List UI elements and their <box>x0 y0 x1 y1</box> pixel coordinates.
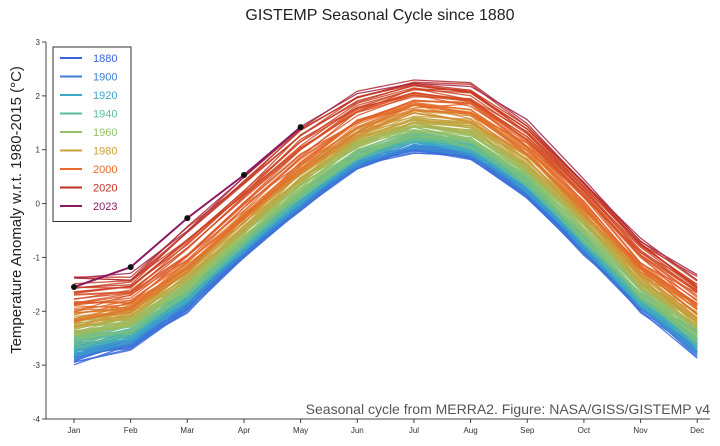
y-tick-label: 0 <box>36 200 41 209</box>
x-tick-label-sep: Sep <box>520 426 535 435</box>
x-tick-label-mar: Mar <box>180 426 194 435</box>
series-line-2022 <box>73 82 698 279</box>
chart-caption: Seasonal cycle from MERRA2. Figure: NASA… <box>306 401 711 417</box>
y-tick-label: 1 <box>36 146 41 155</box>
legend-label-1920: 1920 <box>93 90 117 102</box>
point-2023-may <box>297 124 304 131</box>
x-tick-label-jul: Jul <box>409 426 419 435</box>
series-line-2005 <box>73 93 698 313</box>
point-2023-jan <box>71 284 77 291</box>
point-2023-feb <box>127 264 134 271</box>
series-line-1916 <box>73 144 698 343</box>
x-tick-label-jan: Jan <box>68 426 81 435</box>
axes-layer: 3 2 1 0 -1 -2 -3 -4 Jan Feb Mar Apr May Jun Jul Aug Sep O… <box>33 38 710 435</box>
legend: 1880 1900 1920 1940 1960 1980 2000 2020 2023 <box>52 46 132 222</box>
y-tick-label: 3 <box>36 38 41 47</box>
y-tick-label: -1 <box>33 253 41 262</box>
series-line-2015 <box>73 87 698 293</box>
legend-label-1960: 1960 <box>93 127 117 139</box>
chart-title: GISTEMP Seasonal Cycle since 1880 <box>245 7 514 24</box>
point-2023-apr <box>240 172 247 179</box>
y-tick-label: -3 <box>33 361 41 370</box>
x-tick-label-dec: Dec <box>690 426 704 435</box>
x-tick-label-apr: Apr <box>238 426 251 435</box>
series-line-1992 <box>73 103 698 316</box>
legend-label-1900: 1900 <box>93 72 117 84</box>
x-tick-label-feb: Feb <box>124 426 138 435</box>
y-tick-label: -2 <box>33 307 41 316</box>
series-line-2001 <box>73 103 698 306</box>
x-tick-label-jun: Jun <box>351 426 364 435</box>
point-2023-mar <box>184 215 191 222</box>
legend-label-2020: 2020 <box>93 183 117 195</box>
x-tick-label-aug: Aug <box>463 426 477 435</box>
legend-label-1880: 1880 <box>93 53 117 65</box>
series-line-2021 <box>73 79 698 281</box>
series-line-1961 <box>73 131 698 328</box>
legend-label-1980: 1980 <box>93 146 117 158</box>
x-tick-label-oct: Oct <box>578 426 591 435</box>
legend-label-2023: 2023 <box>93 201 117 213</box>
y-tick-label: 2 <box>36 92 41 101</box>
x-tick-label-may: May <box>293 426 308 435</box>
series-layer <box>71 79 698 366</box>
legend-label-2000: 2000 <box>93 164 117 176</box>
legend-label-1940: 1940 <box>93 109 117 121</box>
series-line-2012 <box>73 92 698 294</box>
x-tick-label-nov: Nov <box>633 426 647 435</box>
y-axis-label: Temperature Anomaly w.r.t. 1980-2015 (°C… <box>8 66 25 354</box>
y-tick-label: -4 <box>33 415 41 424</box>
legend-box <box>52 46 132 222</box>
